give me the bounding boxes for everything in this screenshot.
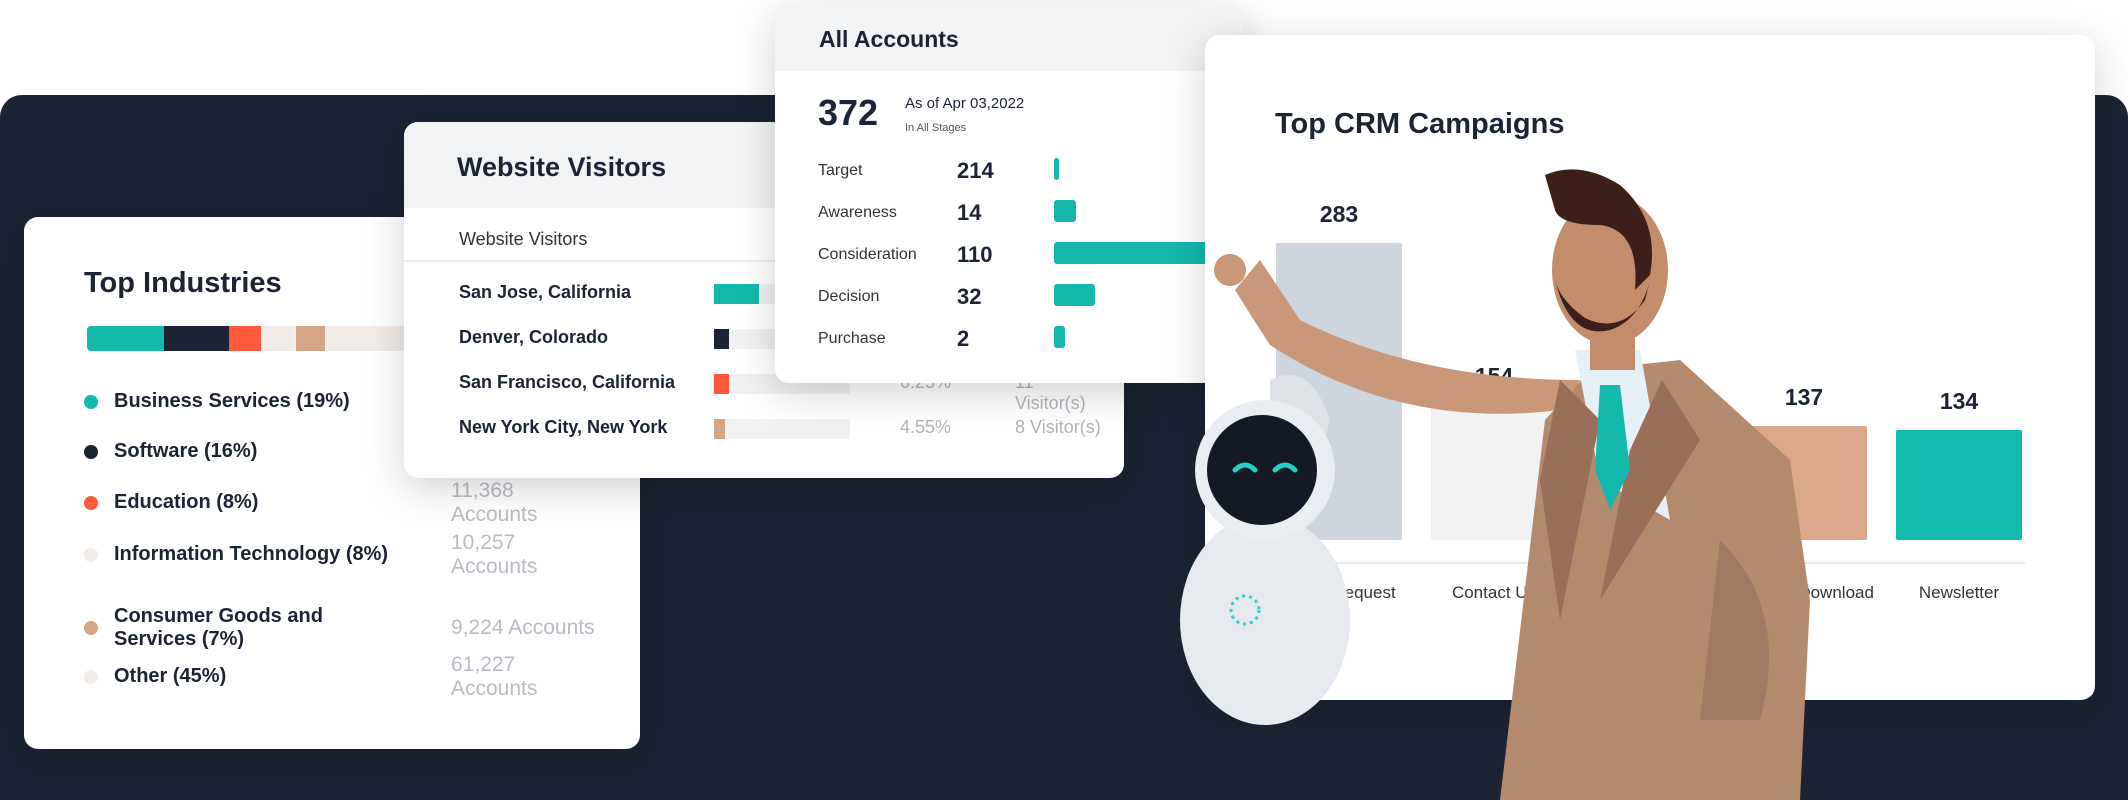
account-count: 11,368 Accounts bbox=[451, 478, 538, 526]
card-title: All Accounts bbox=[819, 26, 959, 52]
stage-row: Purchase 2 bbox=[818, 326, 1238, 351]
city-name: San Jose, California bbox=[459, 282, 632, 302]
visitor-share-fill bbox=[714, 374, 729, 394]
legend-label: Software (16%) bbox=[114, 440, 258, 462]
stages-note: In All Stages bbox=[905, 122, 967, 134]
stage-count: 110 bbox=[957, 242, 993, 267]
column-header: Website Visitors bbox=[459, 229, 588, 249]
industry-share-segment bbox=[228, 326, 262, 351]
visitor-share-bar bbox=[714, 419, 850, 439]
legend-dot-icon bbox=[84, 495, 98, 510]
chart-title: Top CRM Campaigns bbox=[1275, 108, 1565, 140]
divider bbox=[404, 260, 1124, 262]
category-label: Newsletter bbox=[1918, 583, 2000, 602]
stage-row: Consideration 110 bbox=[818, 242, 1238, 267]
industry-share-segment bbox=[163, 326, 229, 351]
stage-row: Awareness 14 bbox=[818, 200, 1238, 225]
account-count: 61,227 Accounts bbox=[451, 652, 538, 700]
card-title: Top Industries bbox=[84, 267, 282, 299]
legend-label: Education (8%) bbox=[114, 491, 259, 513]
card-title: Website Visitors bbox=[457, 152, 667, 182]
hair bbox=[1545, 169, 1652, 290]
visitor-row: New York City, New York 4.55% 8 Visitor(s) bbox=[459, 417, 1109, 439]
visitor-share-fill bbox=[714, 284, 759, 304]
bar-value-label: 134 bbox=[1939, 387, 1979, 414]
bar-value-label: 283 bbox=[1319, 201, 1359, 227]
stage-bar bbox=[1054, 242, 1233, 264]
visitor-share-fill bbox=[714, 329, 729, 349]
category-label: Contact Us bbox=[1451, 583, 1537, 602]
city-name: San Francisco, California bbox=[459, 372, 676, 392]
robot-face bbox=[1207, 415, 1317, 525]
stage-row: Decision 32 bbox=[818, 284, 1238, 309]
stage-count: 32 bbox=[957, 284, 982, 309]
beard bbox=[1555, 280, 1650, 332]
tie bbox=[1595, 385, 1630, 510]
robot-illustration bbox=[1180, 375, 1350, 725]
visitor-count: 8 Visitor(s) bbox=[1015, 417, 1101, 437]
city-name: New York City, New York bbox=[459, 417, 668, 437]
legend-item: Other (45%) 61,227 Accounts bbox=[84, 653, 604, 700]
visitor-percent: 4.55% bbox=[900, 417, 952, 437]
industry-share-segment bbox=[261, 326, 294, 351]
industry-share-segment bbox=[296, 326, 325, 351]
industry-share-segment bbox=[87, 326, 164, 351]
visitor-share-fill bbox=[714, 419, 726, 439]
legend-label: Other (45%) bbox=[114, 665, 227, 687]
legend-item: Consumer Goods and Services (7%) 9,224 Ac… bbox=[84, 605, 604, 651]
stage-bar bbox=[1054, 158, 1059, 180]
city-name: Denver, Colorado bbox=[459, 327, 609, 347]
legend-item: Information Technology (8%) 10,257 Accoun… bbox=[84, 531, 604, 578]
legend-dot-icon bbox=[84, 669, 98, 684]
stage-label: Consideration bbox=[818, 246, 917, 263]
card-header bbox=[775, 4, 1243, 71]
legend-dot-icon bbox=[84, 444, 98, 459]
legend-dot-icon bbox=[84, 547, 98, 562]
total-accounts: 372 bbox=[818, 92, 879, 133]
stage-label: Decision bbox=[818, 288, 880, 305]
chart-bar[interactable] bbox=[1896, 429, 2022, 540]
legend-label: Consumer Goods and Services (7%) bbox=[114, 605, 323, 650]
legend-item: Education (8%) 11,368 Accounts bbox=[84, 479, 604, 526]
stage-count: 2 bbox=[957, 326, 970, 351]
stage-count: 14 bbox=[957, 200, 982, 225]
stage-label: Purchase bbox=[818, 330, 886, 347]
stage-row: Target 214 bbox=[818, 158, 1238, 183]
stage-label: Target bbox=[818, 162, 863, 179]
stage-label: Awareness bbox=[818, 204, 897, 221]
legend-item: Software (16%) bbox=[84, 440, 604, 463]
stage-bar bbox=[1054, 284, 1095, 306]
account-count: 10,257 Accounts bbox=[451, 530, 538, 578]
as-of-date: As of Apr 03,2022 bbox=[905, 95, 1025, 112]
legend-label: Information Technology (8%) bbox=[114, 543, 389, 565]
legend-item: Business Services (19%) bbox=[84, 390, 604, 413]
legend-dot-icon bbox=[84, 621, 98, 635]
bar-value-label: 137 bbox=[1784, 383, 1824, 410]
man-illustration bbox=[1214, 169, 1810, 800]
stage-bar bbox=[1054, 200, 1076, 222]
legend-label: Business Services (19%) bbox=[114, 390, 350, 412]
legend-dot-icon bbox=[84, 394, 98, 409]
account-count: 9,224 Accounts bbox=[451, 616, 595, 639]
stage-bar bbox=[1054, 326, 1065, 348]
pointing-hand bbox=[1214, 254, 1246, 286]
stage-count: 214 bbox=[957, 158, 994, 183]
all-accounts-card: All Accounts 372 As of Apr 03,2022 In Al… bbox=[775, 4, 1243, 383]
